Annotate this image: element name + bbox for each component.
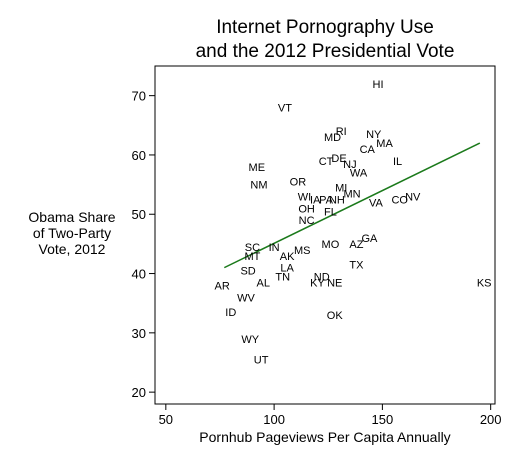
state-point-ia: IA: [310, 194, 321, 206]
state-point-mi: MI: [335, 183, 347, 195]
x-axis-ticks: 50 100 150 200: [159, 404, 502, 427]
state-point-id: ID: [225, 307, 236, 319]
state-point-vt: VT: [278, 103, 292, 115]
state-point-or: OR: [290, 177, 307, 189]
plot-area: [154, 65, 496, 405]
state-point-al: AL: [257, 277, 270, 289]
state-point-ne: NE: [327, 277, 342, 289]
state-point-mo: MO: [322, 239, 340, 251]
state-point-ny: NY: [366, 129, 382, 141]
state-point-ma: MA: [376, 138, 393, 150]
state-point-wi: WI: [298, 191, 311, 203]
state-point-in: IN: [269, 242, 280, 254]
state-point-me: ME: [249, 162, 266, 174]
state-point-sd: SD: [240, 266, 255, 278]
state-point-nj: NJ: [343, 159, 356, 171]
x-tick-label-1: 100: [263, 412, 285, 427]
state-point-az: AZ: [349, 239, 363, 251]
y-tick-label-5: 70: [132, 89, 146, 104]
x-tick-label-0: 50: [159, 412, 173, 427]
state-point-pa: PA: [319, 194, 334, 206]
state-point-la: LA: [280, 263, 294, 275]
state-point-wv: WV: [237, 292, 255, 304]
y-axis-label-line-1: Obama Share: [28, 209, 115, 225]
state-point-nc: NC: [299, 215, 315, 227]
x-axis-label: Pornhub Pageviews Per Capita Annually: [199, 429, 450, 445]
state-point-de: DE: [331, 153, 346, 165]
state-point-nm: NM: [250, 180, 267, 192]
state-point-ga: GA: [361, 233, 378, 245]
state-point-wy: WY: [241, 334, 259, 346]
y-tick-label-1: 30: [132, 326, 146, 341]
state-point-md: MD: [324, 132, 341, 144]
state-point-va: VA: [369, 197, 384, 209]
state-point-sc: SC: [245, 242, 260, 254]
state-point-ks: KS: [477, 277, 492, 289]
trend-line: [223, 142, 481, 269]
y-axis-label-line-2: of Two-Party: [33, 225, 111, 241]
state-point-ak: AK: [280, 251, 295, 263]
state-point-mn: MN: [344, 188, 361, 200]
state-point-ut: UT: [254, 355, 269, 367]
state-point-ky: KY: [310, 277, 325, 289]
state-point-oh: OH: [298, 203, 315, 215]
y-tick-label-3: 50: [132, 207, 146, 222]
state-point-co: CO: [391, 194, 408, 206]
state-point-nd: ND: [314, 272, 330, 284]
state-point-mt: MT: [245, 251, 261, 263]
y-axis-ticks: 20 30 40 50 60 70: [132, 89, 155, 400]
trend-line-group: [223, 142, 481, 269]
y-tick-label-4: 60: [132, 148, 146, 163]
state-point-il: IL: [393, 156, 402, 168]
y-axis-label-line-3: Vote, 2012: [39, 241, 106, 257]
state-point-ri: RI: [336, 126, 347, 138]
chart-title: Internet Pornography Use: [216, 17, 434, 38]
state-point-wa: WA: [350, 168, 368, 180]
y-tick-label-0: 20: [132, 385, 146, 400]
state-point-nh: NH: [329, 194, 345, 206]
state-point-tn: TN: [275, 272, 290, 284]
state-point-ok: OK: [327, 310, 344, 322]
y-tick-label-2: 40: [132, 267, 146, 282]
state-point-fl: FL: [324, 206, 337, 218]
state-point-ar: AR: [214, 280, 229, 292]
state-point-nv: NV: [405, 191, 421, 203]
state-point-hi: HI: [373, 79, 384, 91]
state-point-tx: TX: [349, 260, 364, 272]
x-tick-label-2: 150: [372, 412, 394, 427]
state-point-ms: MS: [294, 245, 311, 257]
chart-subtitle: and the 2012 Presidential Vote: [196, 41, 455, 62]
state-point-ca: CA: [360, 144, 376, 156]
y-axis-label: Obama Share of Two-Party Vote, 2012: [28, 209, 115, 257]
state-point-ct: CT: [319, 156, 334, 168]
x-tick-label-3: 200: [480, 412, 502, 427]
